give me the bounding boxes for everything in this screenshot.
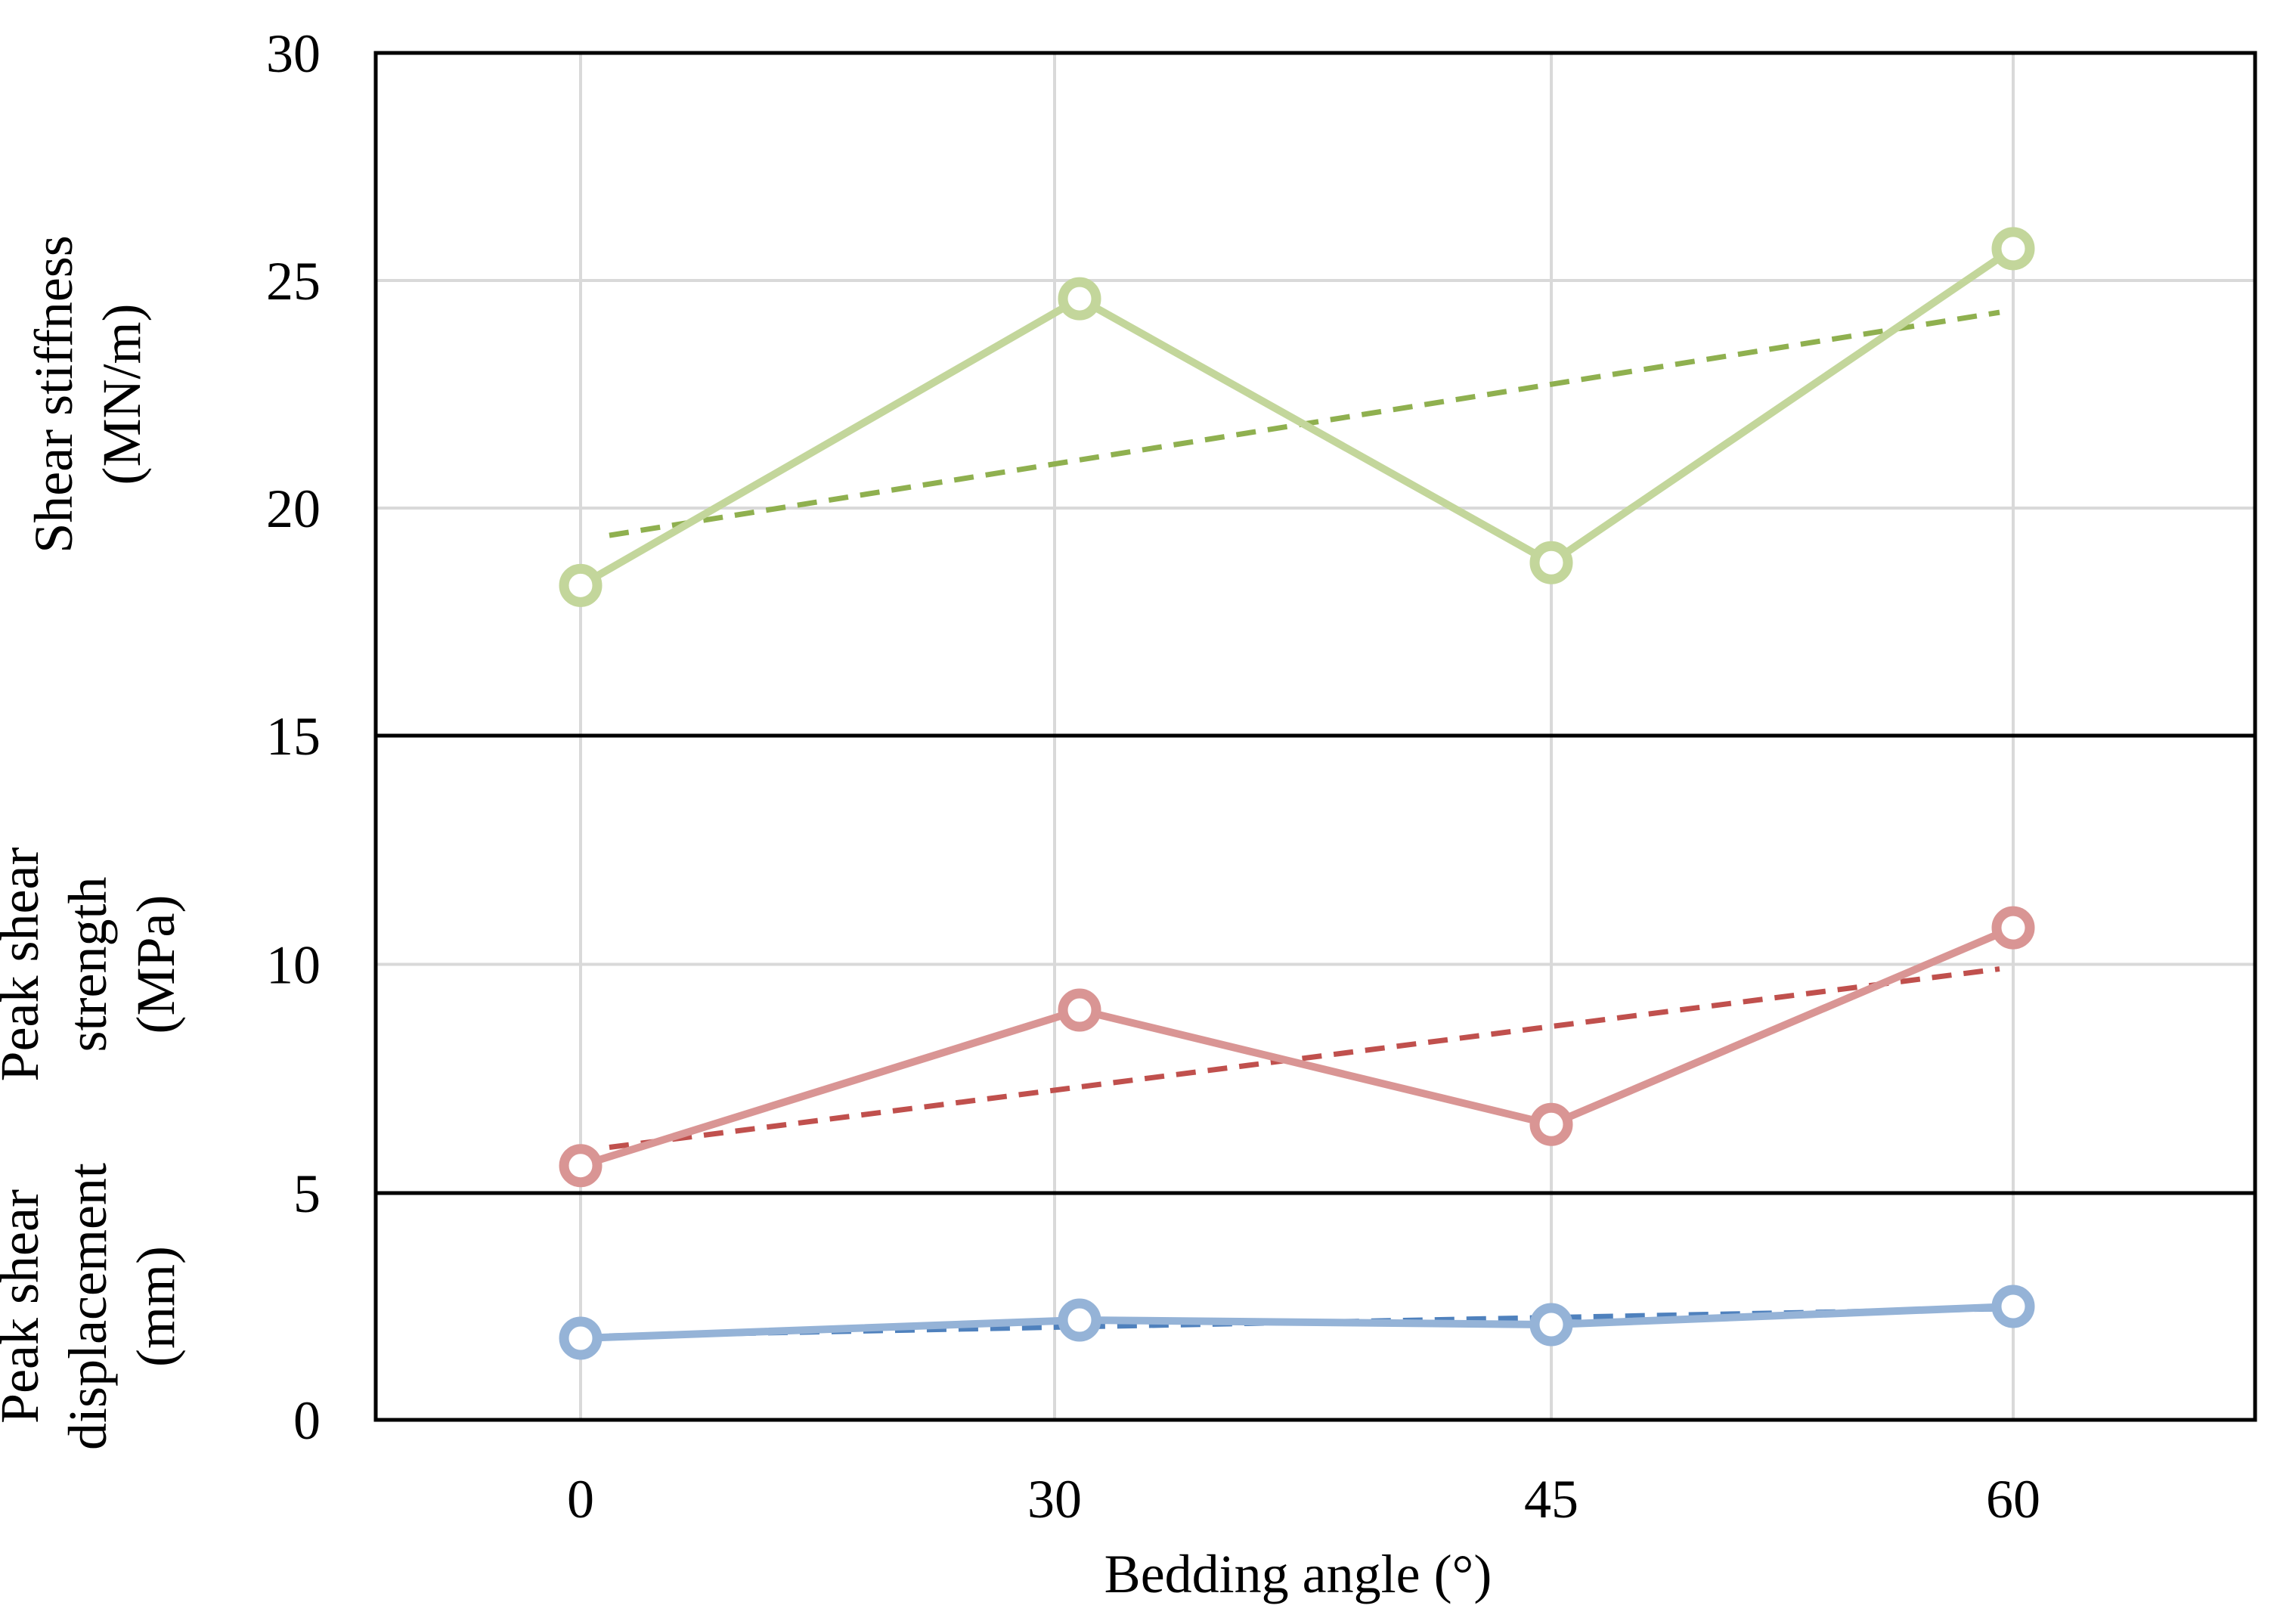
shear-stiffness-y-tick-label-25: 25 [266, 251, 321, 311]
shear-stiffness-point-0 [559, 563, 603, 607]
peak-shear-displacement-y-axis-title-line-2: displacement [57, 1163, 118, 1450]
shear-stiffness-y-axis-title-line-1: Shear stiffness [23, 235, 84, 553]
peak-shear-displacement-series-line [577, 1303, 2017, 1342]
peak-shear-displacement-point-0 [559, 1316, 603, 1360]
peak-shear-displacement-y-axis-title-line-1: Peak shear [0, 1189, 50, 1424]
peak-shear-displacement-point-45 [1529, 1303, 1573, 1347]
peak-shear-strength-point-30 [1058, 988, 1101, 1032]
shear-stiffness-y-axis-title-line-2: (MN/m) [91, 304, 152, 485]
peak-shear-strength-trend-line [609, 966, 2000, 1150]
x-tick-label-30: 30 [1027, 1469, 1082, 1529]
x-tick-label-0: 0 [567, 1469, 594, 1529]
x-axis-title: Bedding angle (°) [1104, 1544, 1492, 1604]
peak-shear-strength-y-tick-label-5: 5 [293, 1164, 321, 1224]
peak-shear-strength-y-axis-title-line-2: strength [57, 877, 118, 1052]
peak-shear-displacement-y-axis-title-line-3: (mm) [125, 1246, 186, 1367]
peak-shear-strength-point-45 [1529, 1102, 1573, 1146]
peak-shear-strength-y-tick-label-10: 10 [266, 935, 321, 996]
peak-shear-strength-y-axis-title-line-3: (MPa) [125, 895, 186, 1034]
peak-shear-strength-y-axis-title-line-1: Peak shear [0, 848, 50, 1082]
shear-stiffness-point-60 [1991, 227, 2035, 271]
peak-shear-displacement-y-tick-label-0: 0 [293, 1390, 321, 1451]
peak-shear-strength-point-60 [1991, 906, 2035, 950]
x-tick-label-60: 60 [1986, 1469, 2040, 1529]
series-layer [559, 227, 2035, 1360]
shear-stiffness-point-30 [1058, 277, 1101, 321]
shear-stiffness-series-line [577, 244, 2017, 590]
peak-shear-displacement-point-30 [1058, 1298, 1101, 1342]
shear-stiffness-point-45 [1529, 541, 1573, 584]
shear-stiffness-y-tick-label-15: 15 [266, 706, 321, 767]
shear-stiffness-y-tick-label-20: 20 [266, 479, 321, 539]
text-layer: Bedding angle (°) 0 30 45 60 15 20 25 30 Shear s… [0, 23, 2040, 1604]
shear-stiffness-y-tick-label-30: 30 [266, 23, 321, 84]
grid-layer [376, 53, 2255, 1420]
x-tick-label-45: 45 [1524, 1469, 1578, 1529]
peak-shear-displacement-point-60 [1991, 1285, 2035, 1328]
peak-shear-strength-point-0 [559, 1144, 603, 1188]
frame-layer [373, 51, 2257, 1422]
peak-shear-strength-series-line [577, 924, 2017, 1170]
